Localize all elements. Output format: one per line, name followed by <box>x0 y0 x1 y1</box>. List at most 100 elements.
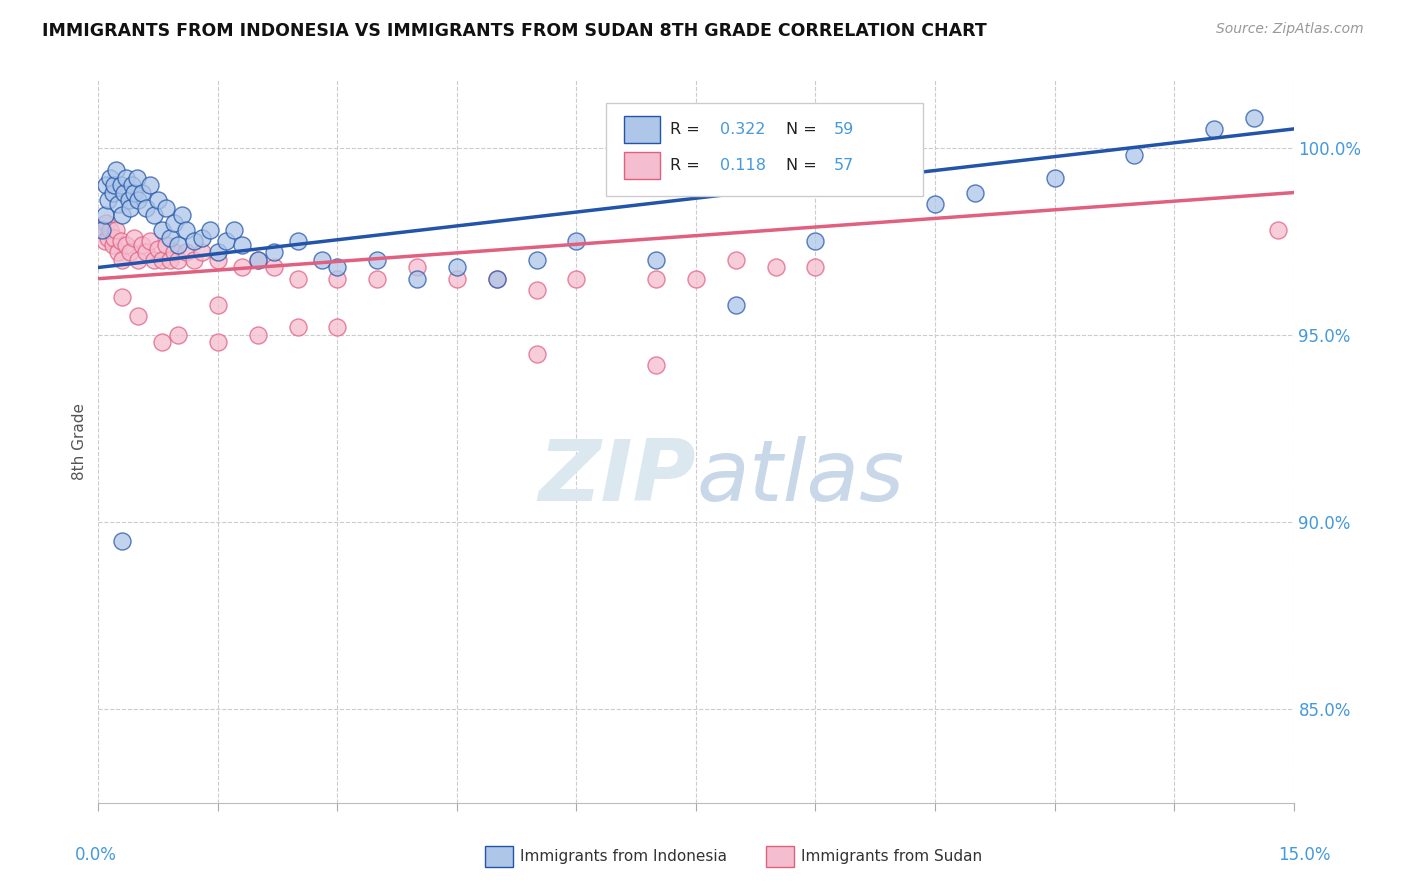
Point <box>1243 111 1265 125</box>
Point <box>485 271 508 285</box>
Point <box>724 298 747 312</box>
Point <box>645 358 668 372</box>
Point <box>143 208 166 222</box>
Point <box>131 238 153 252</box>
Point <box>406 271 429 285</box>
Bar <box>624 116 661 143</box>
Point <box>191 230 214 244</box>
Point <box>112 186 135 200</box>
Point <box>183 234 205 248</box>
Point <box>174 245 197 260</box>
Point <box>159 252 181 267</box>
Point <box>118 193 141 207</box>
Point <box>645 271 668 285</box>
Point <box>207 245 229 260</box>
Text: R =: R = <box>669 122 704 136</box>
Point <box>91 223 114 237</box>
Point <box>804 234 827 248</box>
Y-axis label: 8th Grade: 8th Grade <box>72 403 87 480</box>
Point <box>1043 170 1066 185</box>
Point <box>406 260 429 275</box>
Point <box>246 252 269 267</box>
Point <box>246 327 269 342</box>
Point <box>148 242 170 256</box>
Point <box>104 223 127 237</box>
Point <box>198 223 221 237</box>
Point <box>924 196 946 211</box>
Point <box>163 215 186 229</box>
Point <box>207 298 229 312</box>
Point <box>107 245 129 260</box>
Point <box>565 271 588 285</box>
Text: IMMIGRANTS FROM INDONESIA VS IMMIGRANTS FROM SUDAN 8TH GRADE CORRELATION CHART: IMMIGRANTS FROM INDONESIA VS IMMIGRANTS … <box>42 22 987 40</box>
Point <box>120 245 142 260</box>
Point <box>125 170 148 185</box>
Point <box>143 252 166 267</box>
Point <box>167 252 190 267</box>
Point <box>155 238 177 252</box>
Point <box>287 320 309 334</box>
Point <box>111 252 134 267</box>
Point <box>287 234 309 248</box>
Point <box>135 201 157 215</box>
Point <box>222 223 245 237</box>
Point <box>110 178 132 193</box>
Point <box>765 260 787 275</box>
Text: Immigrants from Indonesia: Immigrants from Indonesia <box>520 849 727 863</box>
Point <box>724 252 747 267</box>
Point <box>263 245 285 260</box>
Point <box>565 234 588 248</box>
Text: 0.322: 0.322 <box>720 122 765 136</box>
Point <box>191 245 214 260</box>
Text: N =: N = <box>786 158 821 173</box>
Text: Source: ZipAtlas.com: Source: ZipAtlas.com <box>1216 22 1364 37</box>
Point <box>110 234 132 248</box>
Point <box>139 234 162 248</box>
Point <box>167 327 190 342</box>
Point <box>94 234 117 248</box>
Text: atlas: atlas <box>696 436 904 519</box>
Point <box>111 208 134 222</box>
Point <box>131 186 153 200</box>
Point <box>121 178 143 193</box>
Point <box>135 245 157 260</box>
Text: 0.118: 0.118 <box>720 158 766 173</box>
Point <box>446 260 468 275</box>
Point <box>207 335 229 350</box>
Point <box>645 252 668 267</box>
Point <box>326 320 349 334</box>
Point <box>115 170 138 185</box>
Point <box>101 238 124 252</box>
Point <box>127 309 149 323</box>
Point <box>96 178 118 193</box>
Point <box>804 260 827 275</box>
Point <box>287 271 309 285</box>
Point <box>103 230 125 244</box>
Point <box>124 186 146 200</box>
Point <box>485 271 508 285</box>
Point <box>231 260 253 275</box>
Point <box>685 271 707 285</box>
Point <box>526 283 548 297</box>
Point <box>311 252 333 267</box>
Bar <box>624 152 661 179</box>
Text: R =: R = <box>669 158 710 173</box>
Point <box>207 252 229 267</box>
Point <box>150 223 173 237</box>
Point <box>1123 148 1146 162</box>
Text: 59: 59 <box>834 122 853 136</box>
Point <box>139 178 162 193</box>
Point <box>163 245 186 260</box>
FancyBboxPatch shape <box>606 103 922 196</box>
Point <box>963 186 986 200</box>
Point <box>101 186 124 200</box>
Point <box>526 252 548 267</box>
Point <box>231 238 253 252</box>
Text: 15.0%: 15.0% <box>1278 846 1331 863</box>
Point <box>150 252 173 267</box>
Point <box>183 252 205 267</box>
Point <box>1267 223 1289 237</box>
Point <box>155 201 177 215</box>
Point <box>172 208 194 222</box>
Point <box>107 196 129 211</box>
